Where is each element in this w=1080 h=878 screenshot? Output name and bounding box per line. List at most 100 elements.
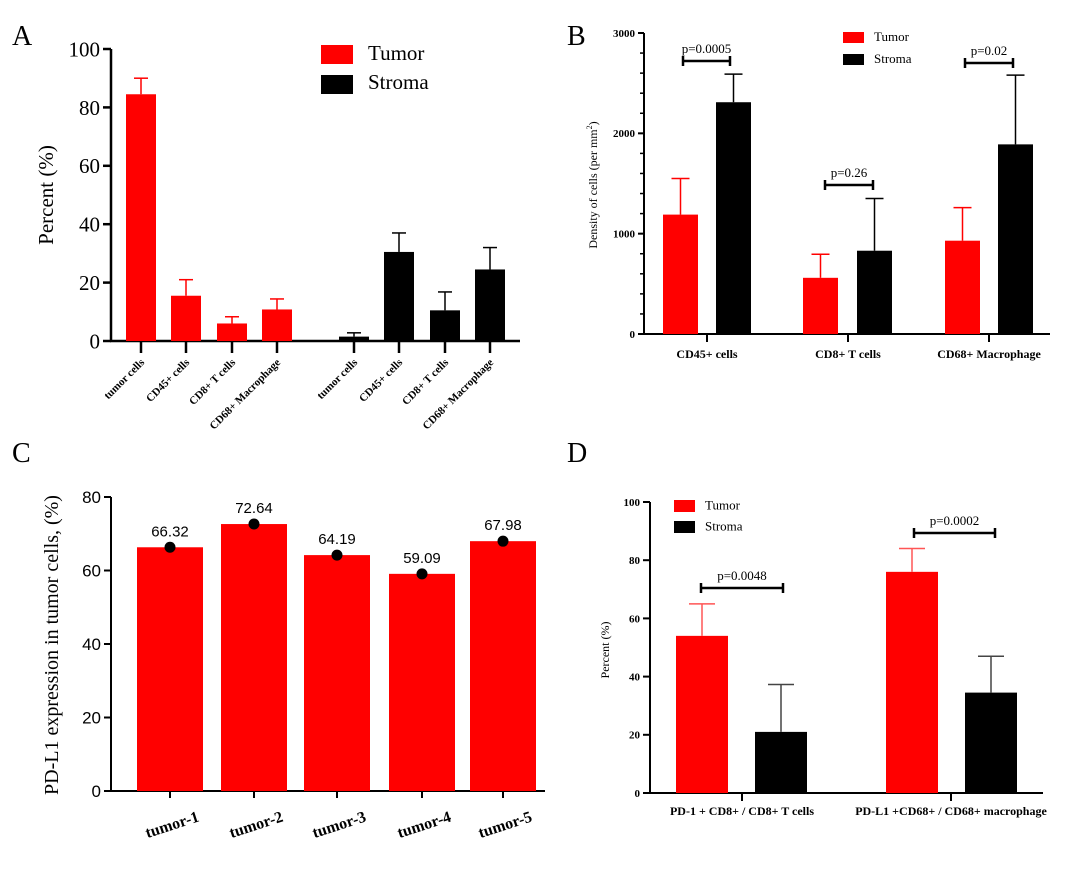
data-label: 66.32 <box>151 523 189 540</box>
y-axis-label-superscript: 2 <box>585 125 594 129</box>
x-tick-label: CD8+ T cells <box>815 347 881 361</box>
x-tick-label: tumor-2 <box>227 809 285 842</box>
x-tick-label: tumor cells <box>102 356 148 402</box>
data-label: 59.09 <box>403 550 441 567</box>
bar-stroma <box>716 102 751 334</box>
p-value-label: p=0.0002 <box>930 513 980 528</box>
y-tick-label: 1000 <box>613 229 636 241</box>
bar-tumor <box>262 309 292 341</box>
x-tick-label: tumor-5 <box>476 809 534 842</box>
x-tick-label: CD45+ cells <box>144 356 193 405</box>
y-tick-label: 20 <box>82 708 101 727</box>
y-tick-label: 3000 <box>613 28 636 40</box>
bar-tumor <box>676 635 728 793</box>
bar <box>137 547 203 791</box>
x-tick-label: CD45+ cells <box>357 356 406 405</box>
y-tick-label: 40 <box>629 671 641 683</box>
legend-label-tumor: Tumor <box>705 498 741 513</box>
y-tick-label: 20 <box>629 730 641 742</box>
bar <box>304 555 370 791</box>
bar-tumor <box>171 295 201 341</box>
bar <box>221 524 287 791</box>
p-value-label: p=0.0048 <box>717 568 767 583</box>
bar-stroma <box>339 336 369 341</box>
y-tick-label: 60 <box>79 154 100 178</box>
data-label: 67.98 <box>484 517 522 534</box>
legend-swatch-tumor <box>843 32 864 43</box>
bar-stroma <box>965 692 1017 793</box>
data-label: 72.64 <box>235 500 273 517</box>
bar-stroma <box>475 269 505 341</box>
p-value-label: p=0.0005 <box>682 41 732 56</box>
bar-stroma <box>755 731 807 793</box>
data-point <box>248 518 260 530</box>
legend-label-stroma: Stroma <box>368 70 429 94</box>
legend-swatch-stroma <box>674 521 695 533</box>
y-tick-label: 40 <box>79 213 100 237</box>
y-axis-label: Percent (%) <box>598 622 612 679</box>
legend-swatch-stroma <box>843 54 864 65</box>
panel-d: 0 20 40 60 80 100 Percent (%) PD-1 + CD8+ / CD8… <box>598 497 1047 818</box>
y-tick-label: 2000 <box>613 128 636 140</box>
y-tick-label: 60 <box>82 561 101 580</box>
y-axis-label-text: Density of cells (per mm <box>586 129 600 249</box>
x-tick-label: CD45+ cells <box>676 347 737 361</box>
data-point <box>164 541 176 553</box>
y-tick-label: 0 <box>90 329 101 353</box>
y-tick-label: 100 <box>69 37 101 61</box>
panel-label: C <box>12 438 31 469</box>
x-tick-label: PD-L1 +CD68+ / CD68+ macrophage <box>855 804 1047 818</box>
y-tick-label: 0 <box>630 329 636 341</box>
legend-label-stroma: Stroma <box>874 51 912 66</box>
legend-swatch-stroma <box>321 75 353 94</box>
y-axis-label: PD-L1 expression in tumor cells, (%) <box>41 495 63 795</box>
bar <box>389 573 455 791</box>
p-value-label: p=0.02 <box>971 43 1008 58</box>
legend-swatch-tumor <box>674 500 695 512</box>
bar <box>470 541 536 791</box>
y-tick-label: 0 <box>92 782 101 801</box>
bar-stroma <box>998 144 1033 334</box>
bar-tumor <box>663 214 698 334</box>
bar-tumor <box>217 323 247 341</box>
panel-label: D <box>567 438 587 469</box>
bar-stroma <box>384 251 414 341</box>
y-axis-label-end: ) <box>586 121 600 125</box>
y-tick-label: 80 <box>82 488 101 507</box>
y-tick-label: 40 <box>82 635 101 654</box>
panel-b: 0 1000 2000 3000 Density of cells (per mm2) C… <box>585 28 1050 361</box>
x-tick-label: PD-1 + CD8+ / CD8+ T cells <box>670 804 814 818</box>
y-tick-label: 0 <box>635 788 641 800</box>
legend-label-tumor: Tumor <box>368 41 424 65</box>
panel-label: A <box>12 21 33 52</box>
y-tick-label: 60 <box>629 613 641 625</box>
x-tick-label: tumor cells <box>315 356 361 402</box>
panel-c: 0 20 40 60 80 PD-L1 expression in tumor cells… <box>41 488 545 842</box>
data-point <box>416 568 428 580</box>
data-point <box>331 549 343 561</box>
y-tick-label: 80 <box>629 555 641 567</box>
bar-stroma <box>430 310 460 341</box>
p-value-label: p=0.26 <box>831 165 868 180</box>
bar-tumor <box>803 277 838 334</box>
y-tick-label: 100 <box>624 497 641 509</box>
data-point <box>497 535 509 547</box>
legend-label-tumor: Tumor <box>874 29 910 44</box>
bar-tumor <box>945 240 980 334</box>
legend-swatch-tumor <box>321 45 353 64</box>
legend-label-stroma: Stroma <box>705 519 743 534</box>
panel-label: B <box>567 21 586 52</box>
y-tick-label: 20 <box>79 271 100 295</box>
x-tick-label: tumor-1 <box>143 809 201 842</box>
y-axis-label: Percent (%) <box>34 145 58 245</box>
bar-tumor <box>886 571 938 793</box>
y-axis-label: Density of cells (per mm2) <box>585 121 600 248</box>
x-tick-label: CD68+ Macrophage <box>937 347 1041 361</box>
x-tick-label: tumor-4 <box>395 809 453 842</box>
bar-stroma <box>857 250 892 334</box>
bar-tumor <box>126 94 156 341</box>
x-tick-label: tumor-3 <box>310 809 368 842</box>
data-label: 64.19 <box>318 531 356 548</box>
